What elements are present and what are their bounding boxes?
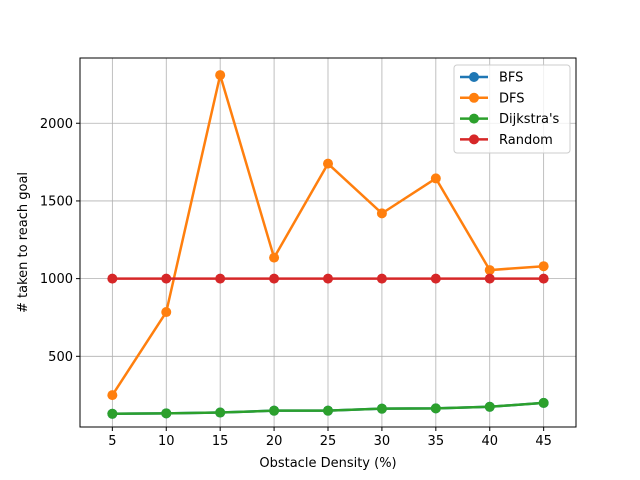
data-point xyxy=(161,307,172,318)
data-point xyxy=(269,252,280,263)
data-point xyxy=(430,403,441,414)
x-axis-label: Obstacle Density (%) xyxy=(259,456,396,471)
y-tick-label: 1500 xyxy=(40,194,73,209)
legend-label: Dijkstra's xyxy=(499,112,560,127)
data-point xyxy=(376,403,387,414)
y-tick-label: 500 xyxy=(48,350,73,365)
series-dfs xyxy=(107,70,549,401)
legend-item: DFS xyxy=(460,91,525,106)
data-point xyxy=(323,273,333,284)
data-point xyxy=(269,273,280,284)
data-point xyxy=(323,158,333,169)
legend-marker xyxy=(469,113,479,124)
x-tick-label: 25 xyxy=(320,434,337,449)
data-point xyxy=(107,273,118,284)
y-axis: 500 1000 1500 2000 xyxy=(40,117,80,365)
series-dijkstra-s xyxy=(107,397,549,419)
data-point xyxy=(107,390,118,401)
data-point xyxy=(430,273,441,284)
x-tick-label: 40 xyxy=(481,434,498,449)
y-axis-label: # taken to reach goal xyxy=(16,172,31,313)
legend-item: BFS xyxy=(460,71,523,86)
series-random xyxy=(107,273,549,284)
data-point xyxy=(538,273,549,284)
x-tick-label: 45 xyxy=(535,434,552,449)
data-point xyxy=(161,273,172,284)
data-point xyxy=(269,405,280,416)
x-axis: 5 10 15 20 25 30 35 40 45 xyxy=(108,427,552,449)
data-point xyxy=(215,273,226,284)
x-tick-label: 5 xyxy=(108,434,116,449)
data-point xyxy=(376,273,387,284)
data-point xyxy=(538,397,549,408)
data-point xyxy=(323,405,333,416)
data-point xyxy=(484,273,495,284)
x-tick-label: 20 xyxy=(266,434,283,449)
data-point xyxy=(430,173,441,184)
series-layer xyxy=(107,70,549,419)
legend-label: DFS xyxy=(499,91,525,106)
data-point xyxy=(161,408,172,419)
x-tick-label: 35 xyxy=(428,434,445,449)
y-tick-label: 1000 xyxy=(40,272,73,287)
data-point xyxy=(538,261,549,272)
data-point xyxy=(376,208,387,219)
x-tick-label: 30 xyxy=(374,434,391,449)
legend-item: Dijkstra's xyxy=(460,112,560,127)
x-tick-label: 10 xyxy=(158,434,175,449)
legend-marker xyxy=(469,92,479,103)
legend: BFS DFS Dijkstra's Random xyxy=(453,64,571,154)
data-point xyxy=(215,407,226,418)
x-tick-label: 15 xyxy=(212,434,229,449)
data-point xyxy=(107,408,118,419)
legend-item: Random xyxy=(460,133,553,148)
y-tick-label: 2000 xyxy=(40,117,73,132)
legend-label: Random xyxy=(499,133,553,148)
legend-box xyxy=(453,64,571,154)
legend-marker xyxy=(469,72,479,82)
data-point xyxy=(484,265,495,276)
data-point xyxy=(215,70,226,81)
legend-marker xyxy=(469,134,479,145)
data-point xyxy=(484,401,495,412)
legend-label: BFS xyxy=(499,71,523,86)
